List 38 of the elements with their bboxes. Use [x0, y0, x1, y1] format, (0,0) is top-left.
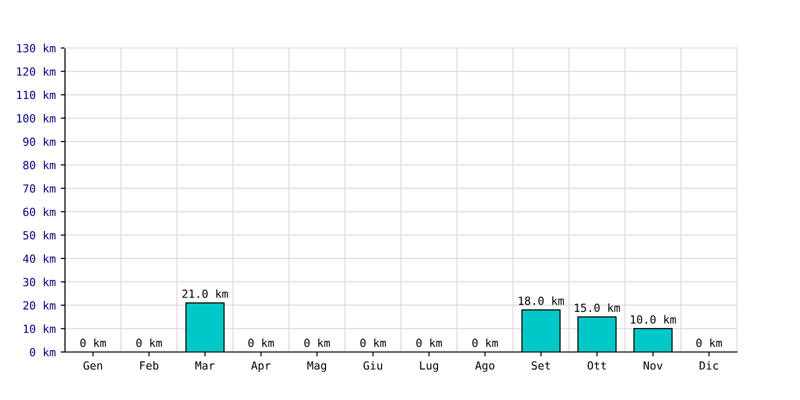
y-tick-label: 80 km	[23, 160, 56, 170]
y-tick-label: 10 km	[24, 324, 56, 334]
x-tick-label: Giu	[364, 361, 382, 370]
data-label: 0 km	[304, 338, 330, 348]
x-tick-label: Set	[532, 361, 550, 370]
y-tick-label: 110 km	[17, 90, 56, 100]
x-tick-label: Lug	[420, 361, 438, 372]
y-tick-label: 120 km	[17, 67, 56, 76]
data-label: 0 km	[472, 338, 498, 348]
data-label: 10.0 km	[630, 315, 676, 324]
x-tick-label: Feb	[140, 361, 158, 370]
x-tick-label: Ago	[475, 361, 494, 372]
data-label: 0 km	[360, 338, 386, 348]
y-tick-label: 60 km	[23, 208, 56, 216]
y-tick-label: 30 km	[23, 278, 56, 286]
data-label: 0 km	[416, 338, 442, 348]
x-tick-label: Ott	[588, 361, 606, 370]
x-tick-label: Nov	[644, 361, 662, 370]
data-label: 18.0 km	[518, 296, 564, 305]
x-tick-label: Mar	[195, 361, 215, 370]
y-tick-label: 50 km	[23, 230, 56, 240]
data-label: 0 km	[696, 338, 722, 348]
y-tick-label: 100 km	[17, 114, 56, 123]
x-tick-label: Dic	[700, 361, 718, 370]
y-tick-label: 70 km	[23, 184, 56, 193]
data-label: 0 km	[248, 338, 274, 348]
y-tick-label: 0 km	[30, 348, 56, 356]
x-tick-label: Mag	[307, 361, 326, 372]
data-label: 15.0 km	[574, 303, 620, 312]
data-label: 0 km	[80, 338, 106, 348]
y-tick-label: 90 km	[23, 137, 56, 146]
x-tick-label: Gen	[84, 361, 102, 370]
data-label: 21.0 km	[182, 289, 228, 298]
x-tick-label: Apr	[251, 361, 271, 372]
y-tick-label: 130 km	[17, 44, 56, 52]
data-label: 0 km	[136, 338, 162, 348]
y-tick-label: 20 km	[23, 301, 56, 310]
y-tick-label: 40 km	[23, 254, 56, 263]
